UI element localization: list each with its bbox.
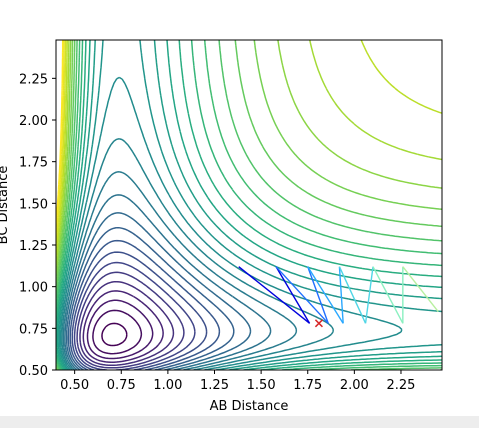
contour-level	[56, 40, 442, 370]
y-axis-ticks: 0.50 0.75 1.00 1.25 1.50 1.75 2.00 2.25	[19, 72, 56, 379]
contour-level	[61, 138, 334, 370]
contour-level	[79, 280, 175, 367]
contour-level	[67, 227, 235, 370]
x-tick-label: 0.75	[107, 378, 136, 393]
trajectory-segment	[364, 266, 374, 324]
contour-level	[56, 40, 442, 257]
trajectory-segment	[307, 266, 344, 324]
y-tick-label: 0.75	[19, 322, 48, 337]
y-tick-label: 1.25	[19, 239, 48, 254]
trajectory-segment	[238, 266, 311, 324]
trajectory-segment	[275, 266, 311, 324]
contour-level	[56, 40, 65, 236]
contour-level	[56, 40, 442, 370]
x-tick-label: 0.50	[60, 378, 89, 393]
contour-level	[65, 212, 252, 370]
x-tick-label: 2.25	[386, 378, 415, 393]
contour-level	[73, 261, 196, 370]
trajectory	[238, 266, 439, 324]
trajectory-segment	[402, 266, 439, 313]
contour-level	[56, 40, 442, 266]
contour-level	[57, 40, 442, 370]
contour-level	[56, 40, 442, 370]
x-tick-label: 1.25	[200, 378, 229, 393]
trajectory-segment	[307, 266, 329, 324]
y-tick-label: 0.50	[19, 364, 48, 379]
x-axis-ticks: 0.50 0.75 1.00 1.25 1.50 1.75 2.00 2.25	[60, 370, 415, 393]
x-tick-label: 1.75	[293, 378, 322, 393]
y-tick-label: 1.75	[19, 156, 48, 171]
contour-level	[71, 251, 208, 370]
trajectory-segment	[372, 266, 404, 324]
contour-level	[56, 40, 442, 370]
y-tick-label: 2.00	[19, 114, 48, 129]
marker-stroke	[314, 319, 323, 328]
plot-frame	[55, 39, 443, 371]
x-tick-label: 1.50	[247, 378, 276, 393]
y-tick-label: 2.25	[19, 72, 48, 87]
contour-level	[76, 271, 185, 369]
y-tick-label: 1.50	[19, 197, 48, 212]
contour-lines	[56, 40, 442, 370]
y-tick-label: 1.00	[19, 281, 48, 296]
contour-level	[58, 40, 442, 370]
status-bar	[0, 416, 479, 428]
contour-level	[56, 40, 442, 370]
minimum-marker	[314, 319, 323, 328]
trajectory-segment	[338, 266, 367, 324]
contour-level	[86, 299, 154, 360]
contour-level	[92, 309, 143, 355]
trajectory-segment	[275, 266, 329, 324]
contour-level	[59, 76, 403, 370]
x-tick-label: 2.00	[340, 378, 369, 393]
trajectory-segment	[338, 266, 344, 324]
contour-level	[56, 40, 442, 370]
contour-level	[56, 40, 442, 370]
contour-level	[69, 239, 221, 370]
x-axis-label: AB Distance	[210, 399, 289, 414]
contour-level	[82, 290, 164, 364]
contour-level	[101, 322, 128, 347]
x-tick-label: 1.00	[153, 378, 182, 393]
contour-level	[64, 194, 272, 370]
y-axis-label: BC Distance	[0, 166, 11, 245]
contour-level	[62, 171, 298, 370]
